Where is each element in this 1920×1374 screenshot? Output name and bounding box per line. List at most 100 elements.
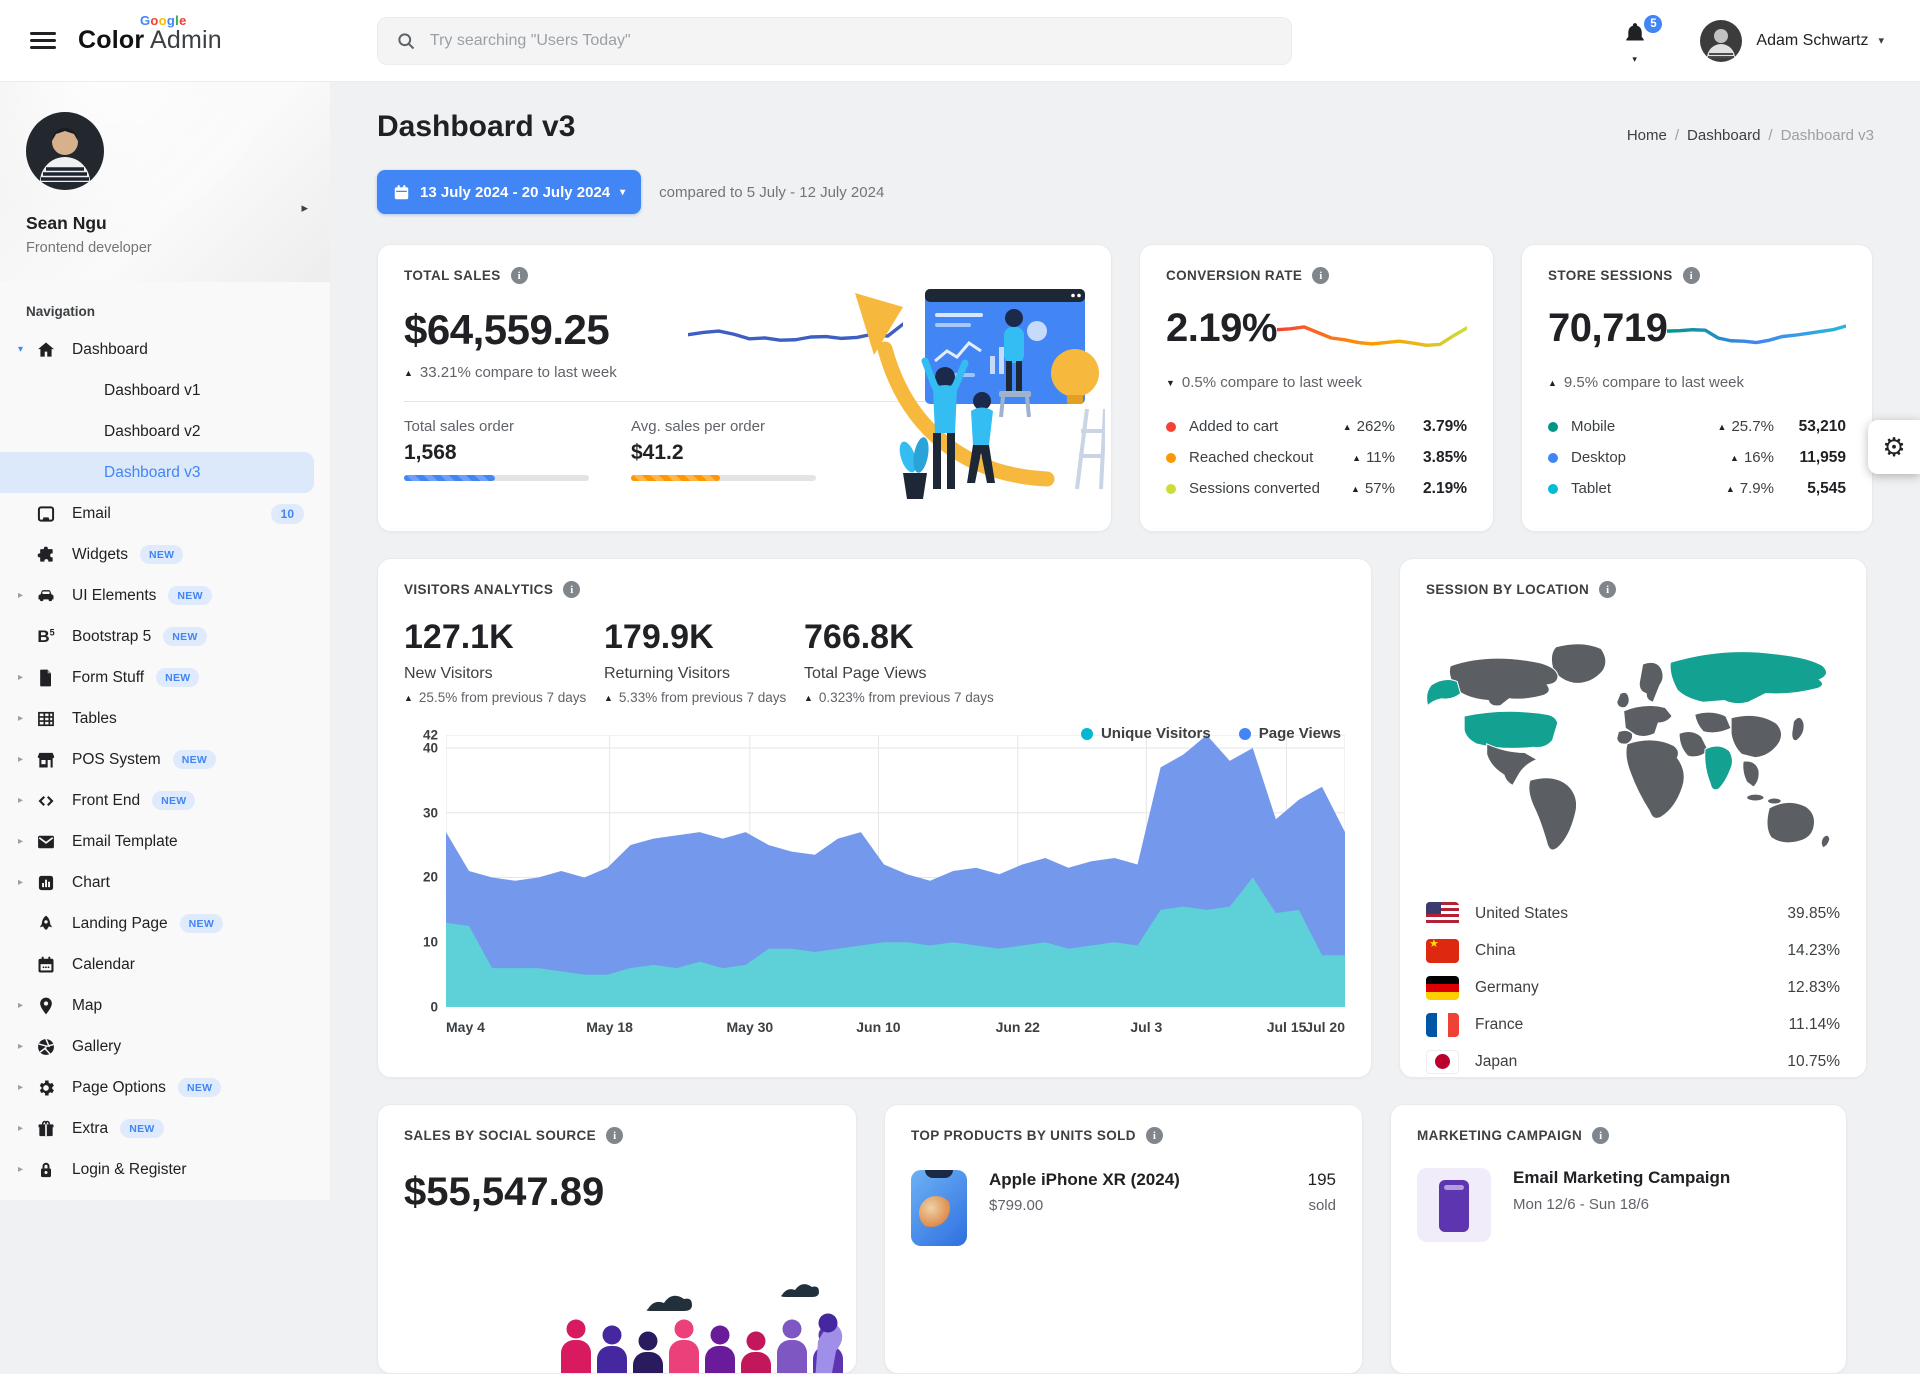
marketing-campaign-card: MARKETING CAMPAIGN i Email Marketing Cam… xyxy=(1390,1104,1847,1374)
sidebar-item-gallery[interactable]: ▸ Gallery xyxy=(0,1026,330,1067)
date-range-button[interactable]: 13 July 2024 - 20 July 2024 ▾ xyxy=(377,170,642,214)
new-badge: NEW xyxy=(152,791,196,810)
breadcrumb-separator: / xyxy=(1768,127,1773,144)
store-sessions-value: 70,719 xyxy=(1548,306,1668,350)
new-badge: NEW xyxy=(179,914,224,933)
info-icon[interactable]: i xyxy=(1682,267,1700,284)
info-icon[interactable]: i xyxy=(510,267,528,284)
menu-toggle-button[interactable] xyxy=(30,27,56,53)
sidebar-item-bootstrap-5[interactable]: B5 Bootstrap 5 NEW xyxy=(0,616,330,657)
total-sales-value: $64,559.25 xyxy=(404,306,610,353)
progress-bar xyxy=(631,475,816,481)
legend-item-unique-visitors[interactable]: Unique Visitors xyxy=(1080,725,1211,742)
pin-icon xyxy=(36,996,56,1016)
campaign-row[interactable]: Email Marketing Campaign Mon 12/6 - Sun … xyxy=(1417,1168,1820,1242)
social-sales-value: $55,547.89 xyxy=(404,1170,605,1214)
sidebar-item-dashboard-v3[interactable]: Dashboard v3 xyxy=(0,452,314,493)
store-icon xyxy=(36,750,56,770)
divider xyxy=(404,401,944,402)
sidebar-item-widgets[interactable]: Widgets NEW xyxy=(0,534,330,575)
puzzle-icon xyxy=(36,545,56,565)
info-icon[interactable]: i xyxy=(563,581,581,598)
breadcrumb-item[interactable]: Dashboard xyxy=(1687,127,1761,144)
sidebar-item-version-2-0[interactable]: ▸Version 2.0NEW xyxy=(0,1190,330,1200)
bell-icon xyxy=(1626,22,1645,40)
sidebar-item-dashboard[interactable]: ▾ Dashboard xyxy=(0,329,330,370)
user-name: Adam Schwartz xyxy=(1756,31,1869,49)
legend-dot xyxy=(1238,727,1251,740)
country-row-germany: Germany 12.83% xyxy=(1426,969,1840,1006)
chevron-right-icon: ▸ xyxy=(18,1041,24,1052)
sidebar-item-label: Extra xyxy=(72,1119,109,1137)
b5-icon: B5 xyxy=(37,626,55,646)
info-icon[interactable]: i xyxy=(1599,581,1617,598)
search-input[interactable] xyxy=(429,31,1273,50)
flag-cn-icon xyxy=(1426,938,1459,963)
search-icon xyxy=(398,32,415,49)
chart-icon xyxy=(36,873,56,893)
sidebar-item-login-register[interactable]: ▸ Login & Register xyxy=(0,1149,330,1190)
top-header: Google Color Admin 5 ▾ Adam Schwartz ▾ xyxy=(0,0,1920,82)
new-badge: NEW xyxy=(120,1119,164,1138)
chevron-right-icon: ▸ xyxy=(18,1164,24,1175)
sidebar-item-label: Dashboard xyxy=(72,340,148,358)
sidebar-item-calendar[interactable]: Calendar xyxy=(0,944,330,985)
sub-stat-avg-sales-per-order: Avg. sales per order $41.2 xyxy=(631,418,816,481)
sidebar-menu: ▾ Dashboard Dashboard v1 Dashboard v2 Dashbo… xyxy=(0,329,330,1200)
sidebar-item-ui-elements[interactable]: ▸ UI Elements NEW xyxy=(0,575,330,616)
total-sales-sparkline xyxy=(688,311,903,363)
chevron-down-icon: ▾ xyxy=(1632,53,1637,64)
sidebar-item-page-options[interactable]: ▸ Page Options NEW xyxy=(0,1067,330,1108)
sidebar-profile[interactable]: ▸ Sean Ngu Frontend developer xyxy=(0,82,330,282)
home-icon xyxy=(36,340,56,360)
sidebar-item-front-end[interactable]: ▸ Front End NEW xyxy=(0,780,330,821)
count-badge: 10 xyxy=(270,503,304,524)
code-icon xyxy=(36,791,56,811)
flag-de-icon xyxy=(1426,975,1459,1000)
info-icon[interactable]: i xyxy=(606,1127,624,1144)
country-row-france: France 11.14% xyxy=(1426,1006,1840,1043)
nav-section-label: Navigation xyxy=(26,304,96,319)
flag-jp-icon xyxy=(1426,1049,1459,1074)
chevron-right-icon: ▸ xyxy=(18,590,24,601)
notifications-button[interactable]: 5 ▾ xyxy=(1622,12,1665,64)
theme-settings-button[interactable]: ⚙ xyxy=(1868,420,1920,474)
sidebar-item-extra[interactable]: ▸ Extra NEW xyxy=(0,1108,330,1149)
info-icon[interactable]: i xyxy=(1145,1127,1163,1144)
chevron-down-icon: ▾ xyxy=(620,186,626,198)
info-icon[interactable]: i xyxy=(1312,267,1330,284)
country-row-united-states: United States 39.85% xyxy=(1426,895,1840,932)
visitors-analytics-card: VISITORS ANALYTICS i 127.1K New Visitors ▲… xyxy=(377,558,1372,1078)
sidebar-item-dashboard-v2[interactable]: Dashboard v2 xyxy=(104,422,201,440)
info-icon[interactable]: i xyxy=(1592,1127,1610,1144)
sidebar-item-form-stuff[interactable]: ▸ Form Stuff NEW xyxy=(0,657,330,698)
sidebar-item-map[interactable]: ▸ Map xyxy=(0,985,330,1026)
new-badge: NEW xyxy=(177,1078,222,1097)
sidebar-item-email[interactable]: Email 10 xyxy=(0,493,330,534)
sidebar-item-email-template[interactable]: ▸ Email Template xyxy=(0,821,330,862)
conversion-compare: ▼ 0.5% compare to last week xyxy=(1166,374,1363,391)
sidebar-item-chart[interactable]: ▸ Chart xyxy=(0,862,330,903)
metric-row-desktop: Desktop ▲ 16% 11,959 xyxy=(1548,442,1846,473)
user-menu[interactable]: Adam Schwartz ▾ xyxy=(1700,19,1884,62)
sessions-sparkline xyxy=(1667,312,1846,364)
sidebar-item-tables[interactable]: ▸ Tables xyxy=(0,698,330,739)
legend-dot xyxy=(1548,483,1558,494)
sidebar-item-dashboard-v1[interactable]: Dashboard v1 xyxy=(104,381,201,399)
sidebar-item-pos-system[interactable]: ▸ POS System NEW xyxy=(0,739,330,780)
legend-item-page-views[interactable]: Page Views xyxy=(1238,725,1341,742)
global-search xyxy=(376,16,1292,65)
breadcrumb-item: Dashboard v3 xyxy=(1780,127,1874,144)
sidebar-item-label: Bootstrap 5 xyxy=(72,627,152,645)
crowd-illustration xyxy=(561,1284,843,1373)
window-icon xyxy=(36,504,56,524)
sales-by-social-source-card: SALES BY SOCIAL SOURCE i $55,547.89 xyxy=(377,1104,857,1374)
breadcrumb-item[interactable]: Home xyxy=(1626,127,1667,144)
visitor-stat-returning-visitors: 179.9K Returning Visitors ▲ 5.33% from prev… xyxy=(604,618,787,705)
compare-note: compared to 5 July - 12 July 2024 xyxy=(659,183,885,201)
app-logo[interactable]: Google Color Admin xyxy=(78,13,222,55)
chevron-right-icon: ▸ xyxy=(18,877,24,888)
google-wordmark: Google xyxy=(140,13,187,28)
product-row[interactable]: Apple iPhone XR (2024) $799.00 195 sold xyxy=(911,1170,1336,1246)
sidebar-item-landing-page[interactable]: Landing Page NEW xyxy=(0,903,330,944)
